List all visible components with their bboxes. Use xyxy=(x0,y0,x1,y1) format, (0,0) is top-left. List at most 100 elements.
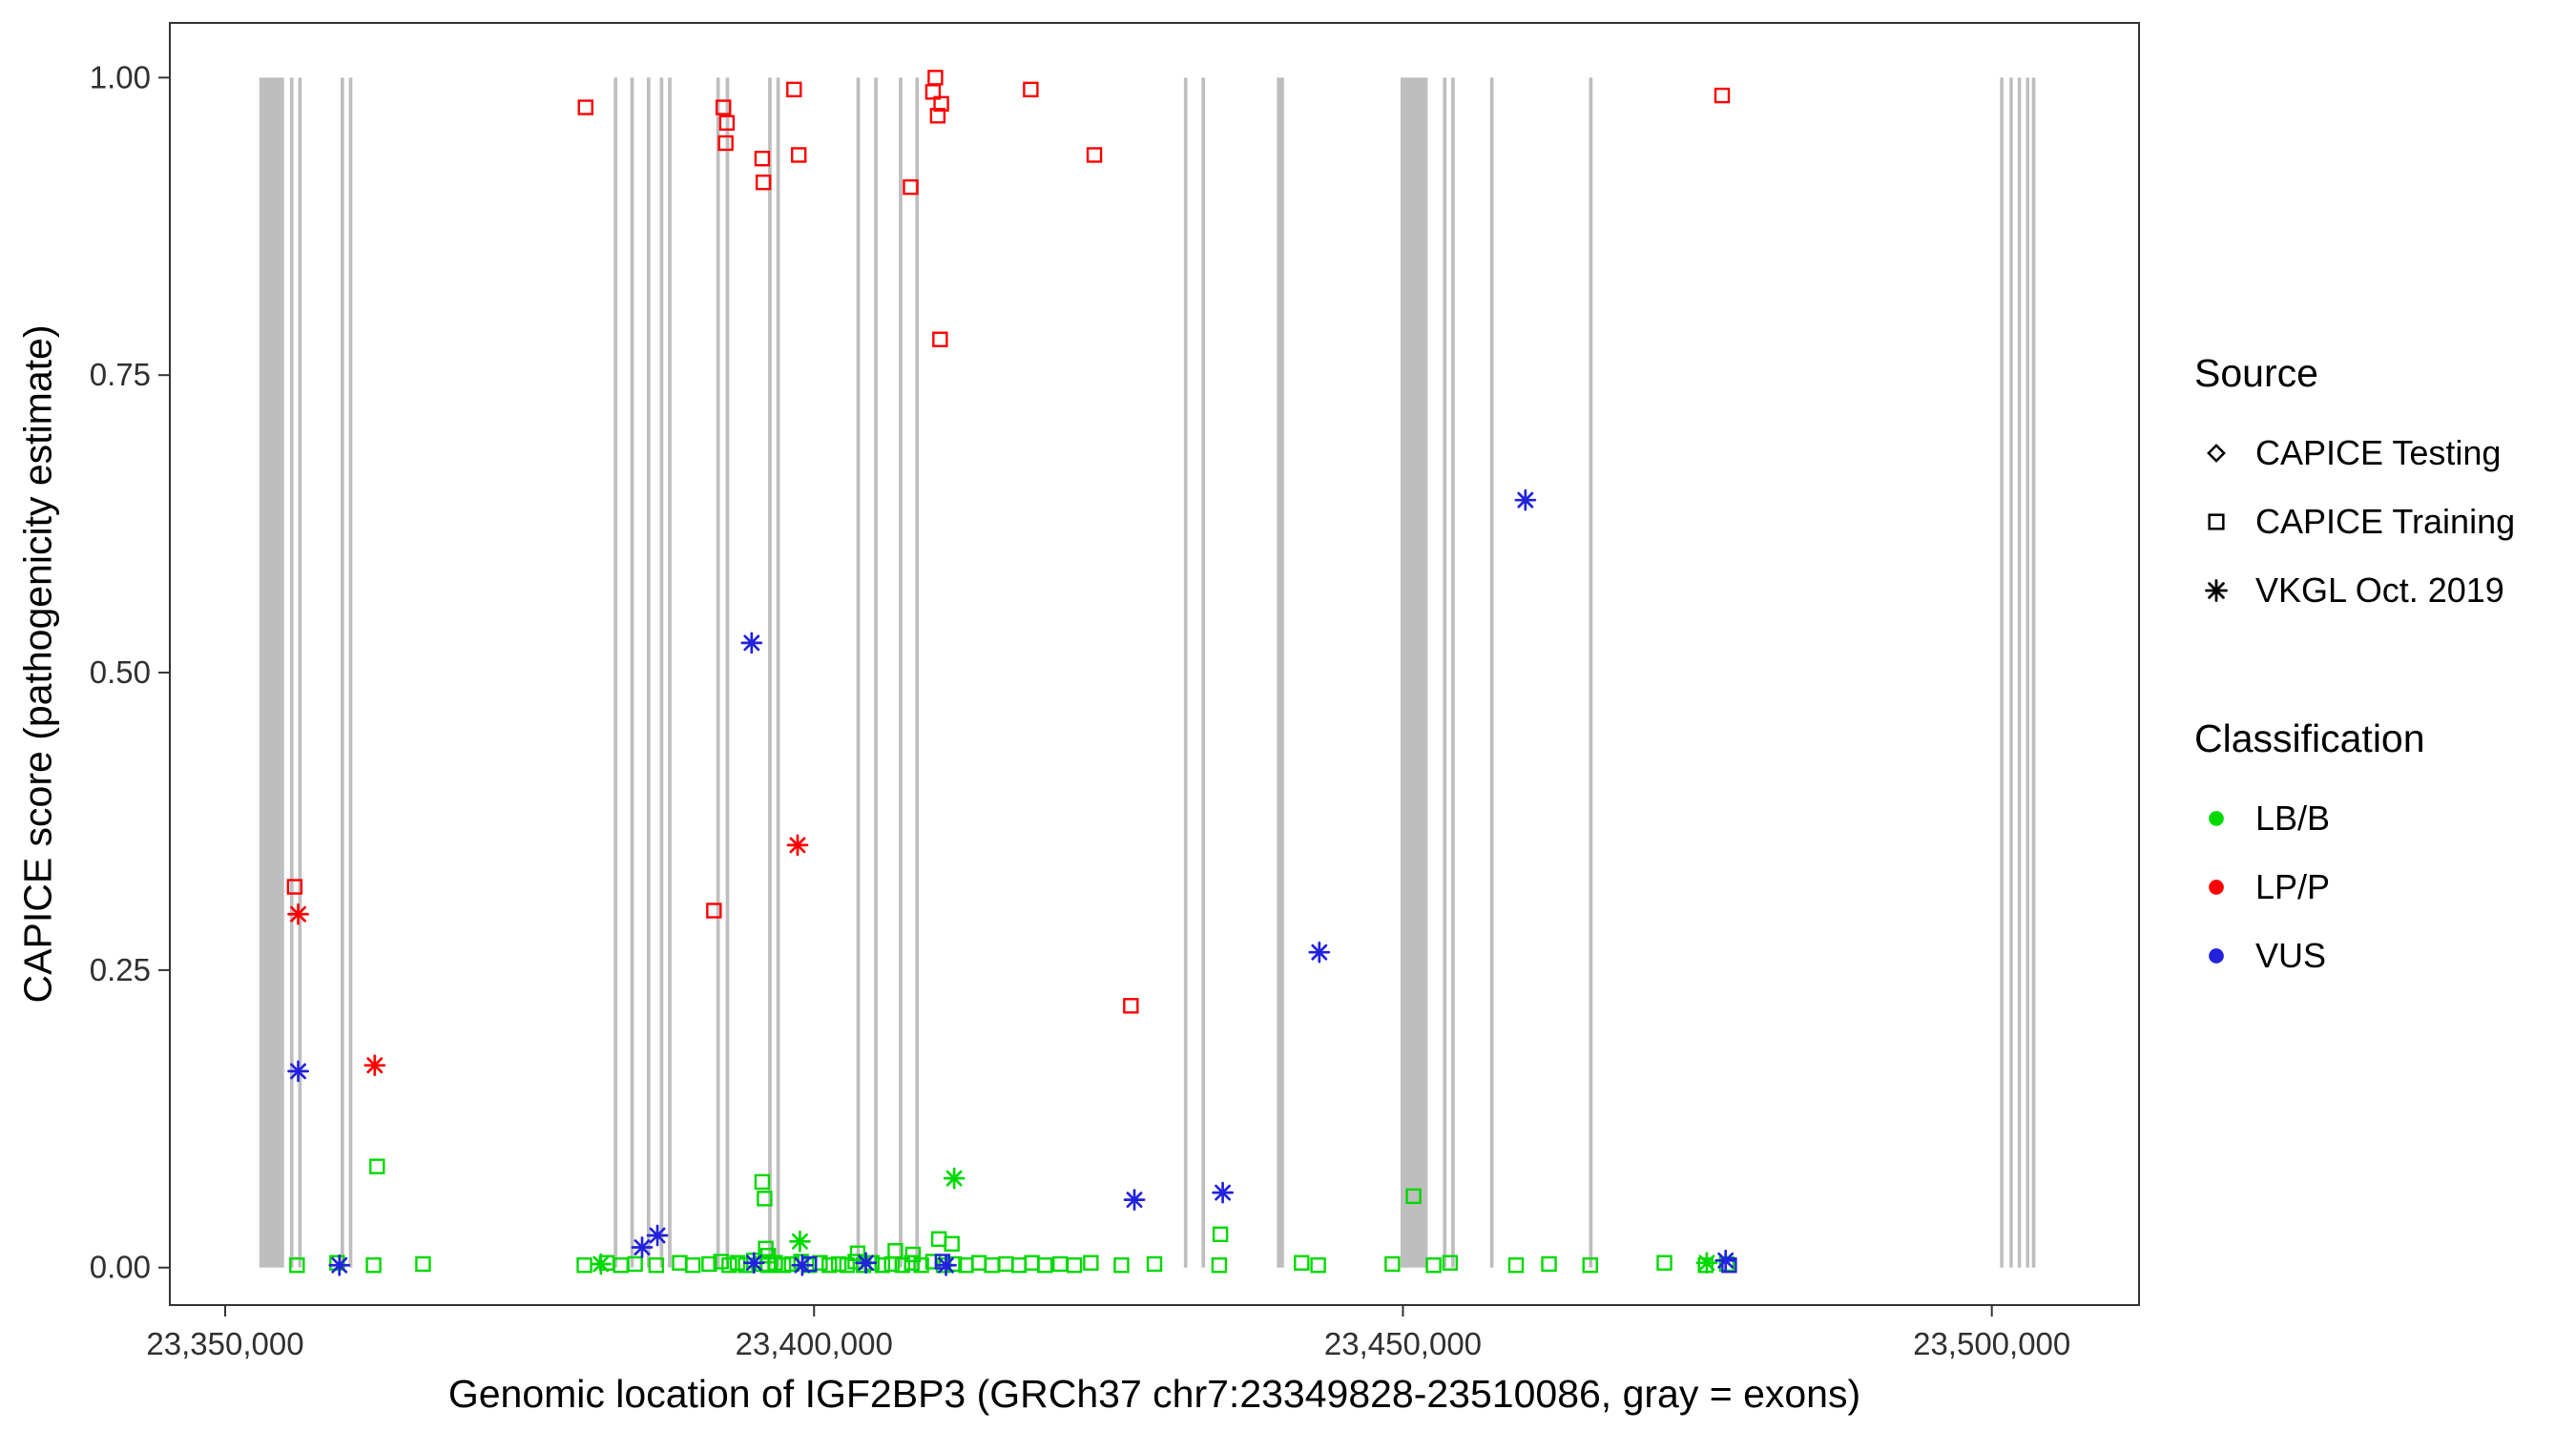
data-point xyxy=(938,1256,954,1274)
data-point xyxy=(858,1255,874,1272)
exon-band xyxy=(2031,77,2036,1268)
data-point xyxy=(1146,1255,1163,1273)
data-point xyxy=(718,114,736,131)
legend-classification-items: LB/B LP/P VUS xyxy=(2194,784,2515,990)
y-tick-label: 0.25 xyxy=(90,952,151,987)
legend-item-label: LP/P xyxy=(2255,867,2331,906)
data-point xyxy=(790,147,807,163)
data-point xyxy=(998,1255,1014,1273)
data-point xyxy=(717,135,734,152)
data-point xyxy=(1384,1255,1401,1273)
data-point xyxy=(2208,513,2225,530)
asterisk-icon xyxy=(2205,579,2228,602)
exon-band xyxy=(348,77,353,1268)
data-point xyxy=(812,1255,828,1271)
data-point xyxy=(1215,1184,1232,1201)
exon-band xyxy=(1451,77,1455,1268)
data-point xyxy=(792,1233,808,1250)
data-point xyxy=(1717,1252,1735,1269)
exon-band xyxy=(613,77,618,1268)
data-point xyxy=(1311,944,1328,961)
data-point xyxy=(743,634,760,652)
exon-bands xyxy=(259,77,2036,1268)
data-point xyxy=(2207,444,2226,463)
legend-item-label: CAPICE Testing xyxy=(2255,433,2502,472)
exon-band xyxy=(630,77,634,1268)
exon-band xyxy=(768,77,772,1268)
legend-dot xyxy=(2209,880,2224,895)
data-point xyxy=(1066,1257,1083,1274)
data-point xyxy=(289,1257,305,1274)
data-point xyxy=(1425,1257,1442,1274)
exon-band xyxy=(1277,77,1284,1268)
data-point xyxy=(855,1257,872,1274)
data-point xyxy=(329,1255,345,1271)
exon-band xyxy=(2009,77,2013,1268)
data-point xyxy=(789,837,806,854)
y-tick-label: 0.00 xyxy=(90,1250,151,1285)
exon-band xyxy=(646,77,651,1268)
legend-item-capice-training: CAPICE Training xyxy=(2194,487,2515,556)
data-point xyxy=(754,150,771,167)
legend-dot xyxy=(2209,948,2224,964)
data-point xyxy=(415,1255,431,1273)
data-point xyxy=(927,70,944,86)
data-point xyxy=(767,1255,783,1271)
x-tick-label: 23,450,000 xyxy=(1324,1326,1482,1361)
data-point xyxy=(1714,87,1731,104)
legend-item-label: VUS xyxy=(2255,936,2327,975)
data-point xyxy=(821,1257,838,1274)
exon-band xyxy=(668,77,672,1268)
data-point xyxy=(924,1254,942,1270)
data-point xyxy=(913,1257,929,1274)
data-point xyxy=(648,1257,665,1274)
data-point xyxy=(1405,1188,1422,1205)
exon-band xyxy=(2000,77,2004,1268)
data-point xyxy=(1211,1257,1228,1274)
exon-band xyxy=(1489,77,1494,1268)
data-point xyxy=(1023,81,1039,98)
exon-band xyxy=(776,77,780,1268)
data-point xyxy=(786,81,802,98)
data-point xyxy=(1310,1257,1326,1274)
data-point xyxy=(1656,1255,1672,1271)
exon-band xyxy=(856,77,861,1268)
x-tick-label: 23,500,000 xyxy=(1913,1326,2070,1361)
legend-source-title: Source xyxy=(2194,351,2318,395)
data-point xyxy=(706,902,722,919)
legend-item-lp-p: LP/P xyxy=(2194,853,2515,922)
data-point xyxy=(1113,1257,1130,1274)
exon-band xyxy=(1443,77,1447,1268)
exon-band xyxy=(1401,77,1428,1268)
x-tick-label: 23,350,000 xyxy=(146,1326,303,1361)
data-point xyxy=(1507,1257,1525,1274)
data-point xyxy=(592,1255,610,1273)
data-point xyxy=(830,1255,847,1273)
data-point xyxy=(984,1257,1000,1274)
data-point xyxy=(1086,147,1103,163)
data-point xyxy=(944,1235,960,1252)
data-point xyxy=(1541,1255,1557,1273)
data-point xyxy=(721,1257,737,1274)
legend-classification: Classification LB/B LP/P VUS xyxy=(2194,716,2515,990)
panel-border xyxy=(169,22,2140,1306)
exon-band xyxy=(1589,77,1593,1268)
legend-item-lb-b: LB/B xyxy=(2194,784,2515,853)
data-point xyxy=(627,1255,643,1273)
legend-classification-title: Classification xyxy=(2194,716,2425,760)
data-point xyxy=(649,1227,666,1244)
exon-band xyxy=(659,77,664,1268)
data-point xyxy=(1083,1255,1099,1271)
data-point xyxy=(1024,1255,1040,1271)
legend-source-items: CAPICE Testing CAPICE Training VKGL Oct. 2… xyxy=(2194,419,2515,625)
data-point xyxy=(684,1257,701,1274)
data-point xyxy=(1123,998,1139,1014)
data-point xyxy=(929,108,946,124)
y-tick-label: 1.00 xyxy=(90,59,151,94)
data-point xyxy=(701,1255,717,1273)
exon-band xyxy=(340,77,344,1268)
exon-band xyxy=(2017,77,2022,1268)
data-point xyxy=(2208,582,2225,599)
